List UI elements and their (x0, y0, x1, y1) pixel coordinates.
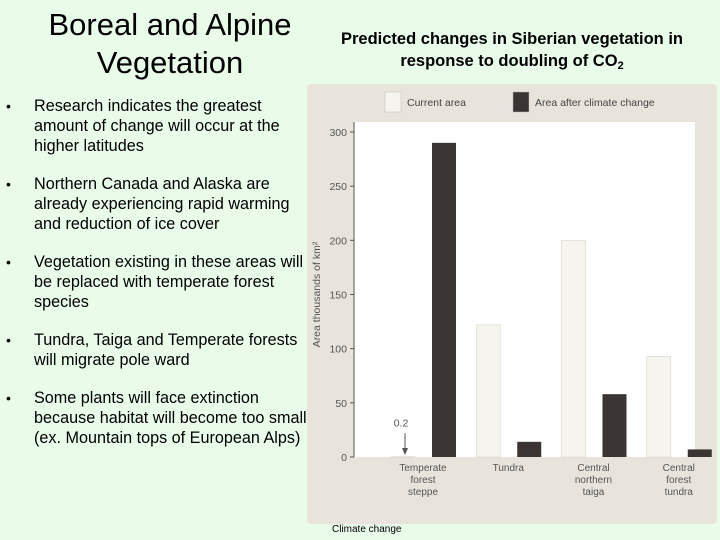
category-label: tundra (665, 487, 694, 498)
bar-1-0 (475, 324, 501, 458)
bullet-dot: • (6, 176, 11, 192)
bullet-text: Vegetation existing in these areas will … (34, 253, 304, 311)
chart-title-line1: Predicted changes in Siberian vegetation… (340, 30, 683, 48)
y-tick-label: 100 (329, 344, 347, 356)
bullet-dot: • (6, 390, 11, 406)
category-label: steppe (408, 487, 438, 498)
plot-area (354, 122, 695, 457)
y-tick-label: 0 (341, 452, 347, 464)
bar-2-1 (602, 394, 627, 457)
category-label: northern (575, 475, 612, 486)
annotation-arrow-head (402, 448, 408, 455)
category-label: taiga (583, 487, 605, 498)
y-tick-label: 300 (329, 127, 347, 139)
bullet-item: • Northern Canada and Alaska are already … (0, 174, 312, 234)
bullet-text: Research indicates the greatest amount o… (34, 97, 280, 155)
slide-title-line2: Vegetation (96, 45, 244, 80)
category-label: Tundra (493, 463, 525, 474)
y-axis-label: Area thousands of km² (311, 241, 323, 347)
bar-1-1 (517, 441, 542, 457)
bar-chart: Current area Area after climate change 0 50… (311, 91, 712, 498)
slide-title-line1: Boreal and Alpine (48, 7, 292, 42)
category-label: Central (577, 463, 609, 474)
bullet-item: • Research indicates the greatest amount … (0, 96, 312, 156)
y-tick-label: 150 (329, 290, 347, 302)
category-label: forest (410, 475, 435, 486)
y-tick-label: 200 (329, 235, 347, 247)
bullet-dot: • (6, 98, 11, 114)
bullet-text: Northern Canada and Alaska are already e… (34, 175, 290, 233)
bar-2-0 (561, 240, 586, 458)
bullet-text: Tundra, Taiga and Temperate forests will… (34, 331, 298, 369)
chart-title: Predicted changes in Siberian vegetation… (312, 28, 712, 72)
chart-title-line2: response to doubling of CO2 (312, 50, 712, 72)
bar-0-1 (432, 142, 456, 458)
bar-0-0 (390, 456, 416, 458)
bullet-text: Some plants will face extinction because… (34, 389, 307, 447)
chart-figure: Current area Area after climate change 0 50… (307, 84, 717, 524)
y-tick-label: 250 (329, 181, 347, 193)
slide-title: Boreal and Alpine Vegetation (20, 6, 320, 82)
caption: Climate change (332, 524, 402, 535)
chart-title-subscript: 2 (617, 60, 624, 72)
bar-3-0 (646, 355, 672, 458)
bullet-item: • Tundra, Taiga and Temperate forests wil… (0, 330, 312, 370)
legend-swatch-1 (512, 91, 530, 113)
bullet-dot: • (6, 254, 11, 270)
legend-label-0: Current area (407, 97, 466, 109)
legend-swatch-0 (384, 91, 402, 113)
bullet-item: • Some plants will face extinction becaus… (0, 388, 312, 448)
bullet-item: • Vegetation existing in these areas will… (0, 252, 312, 312)
annotation-label: 0.2 (394, 418, 409, 430)
category-label: Central (663, 463, 695, 474)
chart-title-line2-text: response to doubling of CO (400, 52, 618, 70)
bullet-dot: • (6, 332, 11, 348)
category-label: forest (666, 475, 691, 486)
y-tick-label: 50 (335, 398, 347, 410)
legend-label-1: Area after climate change (535, 97, 655, 109)
category-label: Temperate (399, 463, 447, 474)
bar-3-1 (687, 449, 712, 457)
bullet-list: • Research indicates the greatest amount … (0, 96, 312, 466)
